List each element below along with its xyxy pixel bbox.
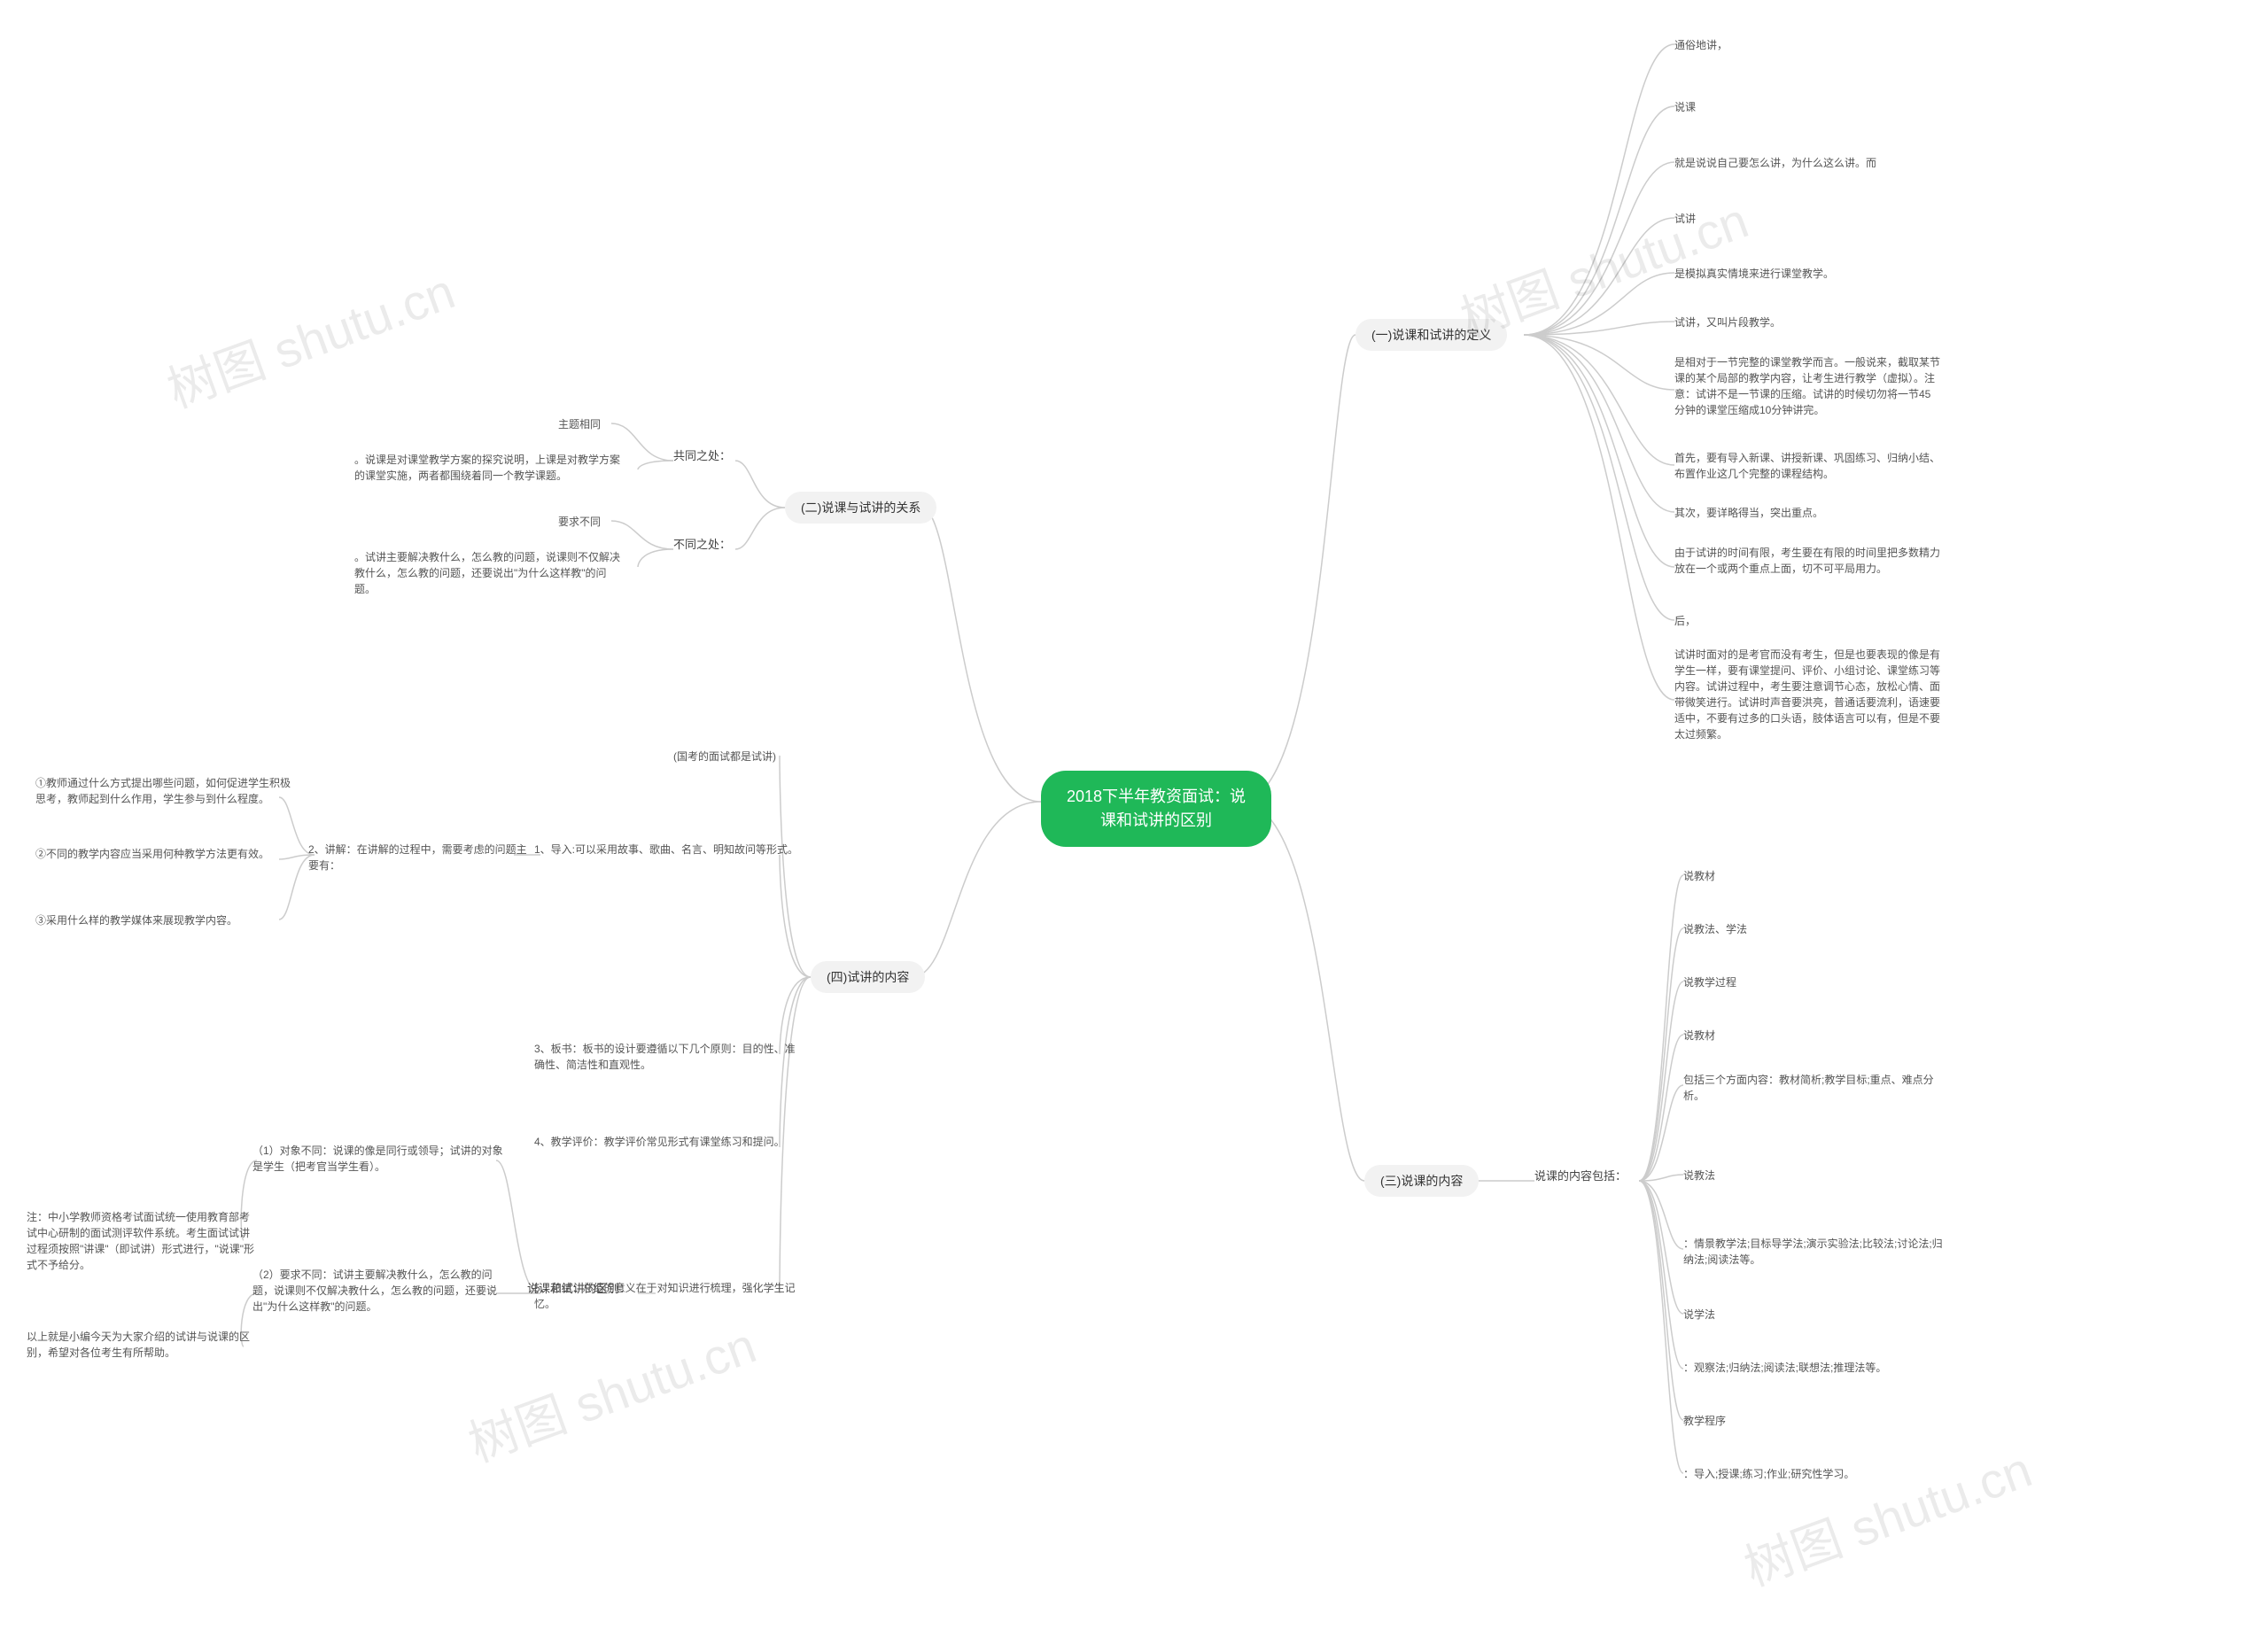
watermark: 树图 shutu.cn — [1733, 1430, 2040, 1600]
branch-shijiang-content: (四)试讲的内容 — [811, 961, 925, 993]
sub-node-b2_diff: 不同之处： — [673, 536, 731, 554]
branch-definition: (一)说课和试讲的定义 — [1355, 319, 1507, 351]
leaf-l4_d1: （1）对象不同：说课的像是同行或领导；试讲的对象是学生（把考官当学生看）。 — [252, 1143, 509, 1175]
leaf-l2_d2: 。试讲主要解决教什么，怎么教的问题，说课则不仅解决教什么，怎么教的问题，还要说出… — [354, 549, 620, 597]
leaf-l2_c2: 。说课是对课堂教学方案的探究说明，上课是对教学方案的课堂实施，两者都围绕着同一个… — [354, 452, 620, 484]
leaf-l3_2: 说教法、学法 — [1683, 921, 1747, 937]
leaf-l3_6: 说教法 — [1683, 1168, 1715, 1183]
leaf-l2_d1: 要求不同 — [558, 514, 824, 530]
leaf-l4_1: 1、导入:可以采用故事、歌曲、名言、明知故问等形式。 — [534, 842, 800, 857]
leaf-l4_2c: ③采用什么样的教学媒体来展现教学内容。 — [35, 912, 292, 928]
sub-node-b3_content: 说课的内容包括： — [1534, 1168, 1627, 1185]
leaf-l3_8: 说学法 — [1683, 1307, 1715, 1323]
leaf-l1_8: 首先，要有导入新课、讲授新课、巩固练习、归纳小结、布置作业这几个完整的课程结构。 — [1674, 450, 1940, 482]
leaf-l4_d2: （2）要求不同：试讲主要解决教什么，怎么教的问题，说课则不仅解决教什么，怎么教的… — [252, 1267, 509, 1315]
leaf-l4_5: 5、总结：总结的意义在于对知识进行梳理，强化学生记忆。 — [534, 1280, 800, 1312]
leaf-l3_11: ：导入;授课;练习;作业;研究性学习。 — [1683, 1466, 1949, 1482]
leaf-l1_3: 就是说说自己要怎么讲，为什么这么讲。而 — [1674, 155, 1876, 171]
leaf-l1_6: 试讲，又叫片段教学。 — [1674, 314, 1781, 330]
leaf-l3_7: ：情景教学法;目标导学法;演示实验法;比较法;讨论法;归纳法;阅读法等。 — [1683, 1236, 1949, 1268]
leaf-l4_4: 4、教学评价：教学评价常见形式有课堂练习和提问。 — [534, 1134, 800, 1150]
center-node: 2018下半年教资面试：说课和试讲的区别 — [1041, 771, 1271, 847]
leaf-l3_5: 包括三个方面内容：教材简析;教学目标;重点、难点分析。 — [1683, 1072, 1949, 1104]
leaf-l1_2: 说课 — [1674, 99, 1696, 115]
leaf-l1_11: 后， — [1674, 613, 1696, 629]
leaf-l4_n1: 注：中小学教师资格考试面试统一使用教育部考试中心研制的面试测评软件系统。考生面试… — [27, 1209, 257, 1273]
leaf-l3_4: 说教材 — [1683, 1028, 1715, 1044]
watermark: 树图 shutu.cn — [457, 1306, 765, 1476]
leaf-l4_0: (国考的面试都是试讲) — [673, 749, 939, 764]
leaf-l4_2: 2、讲解：在讲解的过程中，需要考虑的问题主要有： — [308, 842, 530, 873]
leaf-l1_1: 通俗地讲， — [1674, 37, 1728, 53]
leaf-l4_n2: 以上就是小编今天为大家介绍的试讲与说课的区别，希望对各位考生有所帮助。 — [27, 1329, 257, 1361]
leaf-l1_9: 其次，要详略得当，突出重点。 — [1674, 505, 1823, 521]
leaf-l1_10: 由于试讲的时间有限，考生要在有限的时间里把多数精力放在一个或两个重点上面，切不可… — [1674, 545, 1940, 577]
leaf-l4_3: 3、板书：板书的设计要遵循以下几个原则：目的性、准确性、简洁性和直观性。 — [534, 1041, 800, 1073]
leaf-l4_2a: ①教师通过什么方式提出哪些问题，如何促进学生积极思考，教师起到什么作用，学生参与… — [35, 775, 292, 807]
leaf-l1_4: 试讲 — [1674, 211, 1696, 227]
leaf-l2_c1: 主题相同 — [558, 416, 824, 432]
leaf-l3_10: 教学程序 — [1683, 1413, 1726, 1429]
leaf-l3_1: 说教材 — [1683, 868, 1715, 884]
watermark: 树图 shutu.cn — [156, 252, 463, 422]
leaf-l3_9: ：观察法;归纳法;阅读法;联想法;推理法等。 — [1683, 1360, 1949, 1376]
leaf-l1_5: 是模拟真实情境来进行课堂教学。 — [1674, 266, 1834, 282]
leaf-l3_3: 说教学过程 — [1683, 974, 1736, 990]
leaf-l4_2b: ②不同的教学内容应当采用何种教学方法更有效。 — [35, 846, 292, 862]
leaf-l1_12: 试讲时面对的是考官而没有考生，但是也要表现的像是有学生一样，要有课堂提问、评价、… — [1674, 647, 1940, 742]
sub-node-b2_common: 共同之处： — [673, 447, 731, 465]
leaf-l1_7: 是相对于一节完整的课堂教学而言。一般说来，截取某节课的某个局部的教学内容，让考生… — [1674, 354, 1940, 418]
branch-shuoke-content: (三)说课的内容 — [1364, 1165, 1479, 1197]
